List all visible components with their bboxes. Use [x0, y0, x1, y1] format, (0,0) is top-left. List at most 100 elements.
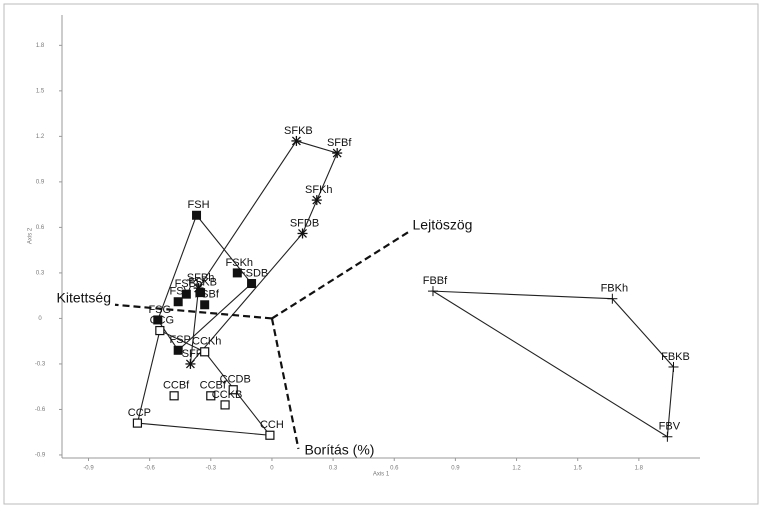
x-tick-label: 1.8 [635, 466, 644, 472]
marker-shape [155, 325, 165, 336]
point [232, 268, 242, 278]
marker-shape [206, 391, 216, 401]
point [607, 293, 618, 304]
marker-shape [228, 385, 238, 395]
point [311, 195, 322, 206]
marker-stroke [312, 195, 322, 205]
point [155, 325, 165, 336]
point-label: FSP [169, 334, 190, 346]
point [169, 391, 179, 401]
vector [270, 318, 300, 450]
point-label: FBKB [661, 351, 690, 363]
marker-shape [181, 289, 191, 299]
point-label: CCBf [163, 380, 190, 392]
vector-label: Lejtöszög [413, 217, 473, 233]
marker-shape [192, 210, 202, 220]
point [185, 358, 196, 369]
point [181, 289, 191, 299]
marker-shape [220, 400, 230, 410]
marker-shape [232, 268, 242, 278]
point [427, 286, 438, 297]
y-tick-label: 1.8 [36, 43, 45, 49]
y-tick-label: -0.9 [35, 453, 46, 459]
marker-shape [265, 430, 275, 440]
point-label: CCH [260, 419, 284, 431]
point [192, 210, 202, 220]
x-tick-label: 1.2 [512, 466, 521, 472]
point [173, 345, 183, 355]
point [265, 430, 275, 440]
marker-stroke [185, 359, 195, 369]
point-label: SFBh [187, 272, 215, 284]
point [220, 400, 230, 410]
x-tick-label: 0 [270, 466, 274, 472]
marker-shape [247, 279, 257, 289]
marker-shape [169, 391, 179, 401]
point-label: FBV [659, 421, 681, 433]
point-label: FBBf [423, 275, 448, 287]
marker-shape [173, 345, 183, 355]
point [247, 279, 257, 289]
point [200, 347, 210, 357]
point [662, 431, 673, 442]
x-tick-label: 1.5 [574, 466, 583, 472]
y-tick-label: 0.9 [36, 179, 45, 185]
marker-shape [153, 315, 163, 325]
marker-shape [132, 418, 143, 428]
point [332, 148, 343, 159]
x-tick-label: 0.6 [390, 466, 399, 472]
point-label: CCDB [220, 374, 251, 386]
vector [271, 231, 410, 320]
point-label: CCP [128, 407, 151, 419]
marker-stroke [194, 283, 204, 293]
point-label: SFKh [305, 184, 333, 196]
point-label: CCG [150, 314, 174, 326]
point-label: CCBf [200, 380, 227, 392]
vector-label: Borítás (%) [304, 442, 374, 458]
x-tick-label: -0.3 [206, 466, 217, 472]
x-axis-label: Axis 1 [373, 472, 390, 478]
point-label: FSG [148, 304, 171, 316]
point-label: SFKB [284, 125, 313, 137]
y-tick-label: -0.3 [35, 362, 46, 368]
point-label: FSKB [188, 277, 217, 289]
point-label: SFP [182, 348, 203, 360]
marker-shape [196, 288, 206, 298]
x-tick-label: 0.3 [329, 466, 338, 472]
point [173, 297, 183, 307]
point-label: FSV [169, 286, 191, 298]
point [132, 418, 143, 428]
point-label: FBKh [601, 283, 629, 295]
point-label: SFBf [327, 137, 352, 149]
x-tick-label: 0.9 [451, 466, 460, 472]
frame [3, 3, 759, 505]
point-label: CCKB [212, 389, 243, 401]
point-label: FSH [188, 199, 210, 211]
point [153, 315, 163, 325]
marker-shape [200, 300, 210, 310]
y-tick-label: 0.3 [36, 270, 45, 276]
y-tick-label: 0 [38, 316, 42, 322]
point-label: FSBf [194, 289, 219, 301]
y-tick-label: -0.6 [35, 407, 46, 413]
vector-label: Kitettség [57, 289, 111, 305]
y-tick-label: 1.5 [36, 88, 45, 94]
point-label: FSDB [239, 267, 268, 279]
y-axis-label: Axis 2 [28, 227, 34, 244]
point [228, 385, 238, 395]
point [200, 300, 210, 310]
y-tick-label: 1.2 [36, 134, 45, 140]
marker-shape [173, 297, 183, 307]
point-label: FSKh [226, 257, 254, 269]
point-label: SFDB [290, 217, 319, 229]
point [196, 288, 206, 298]
group-hull [189, 140, 338, 366]
point [297, 228, 308, 239]
x-tick-label: -0.9 [83, 466, 94, 472]
marker-stroke [298, 229, 307, 238]
point-label: FSBh [175, 278, 203, 290]
y-tick-label: 0.6 [36, 225, 45, 231]
point [291, 135, 302, 146]
point [668, 361, 679, 372]
